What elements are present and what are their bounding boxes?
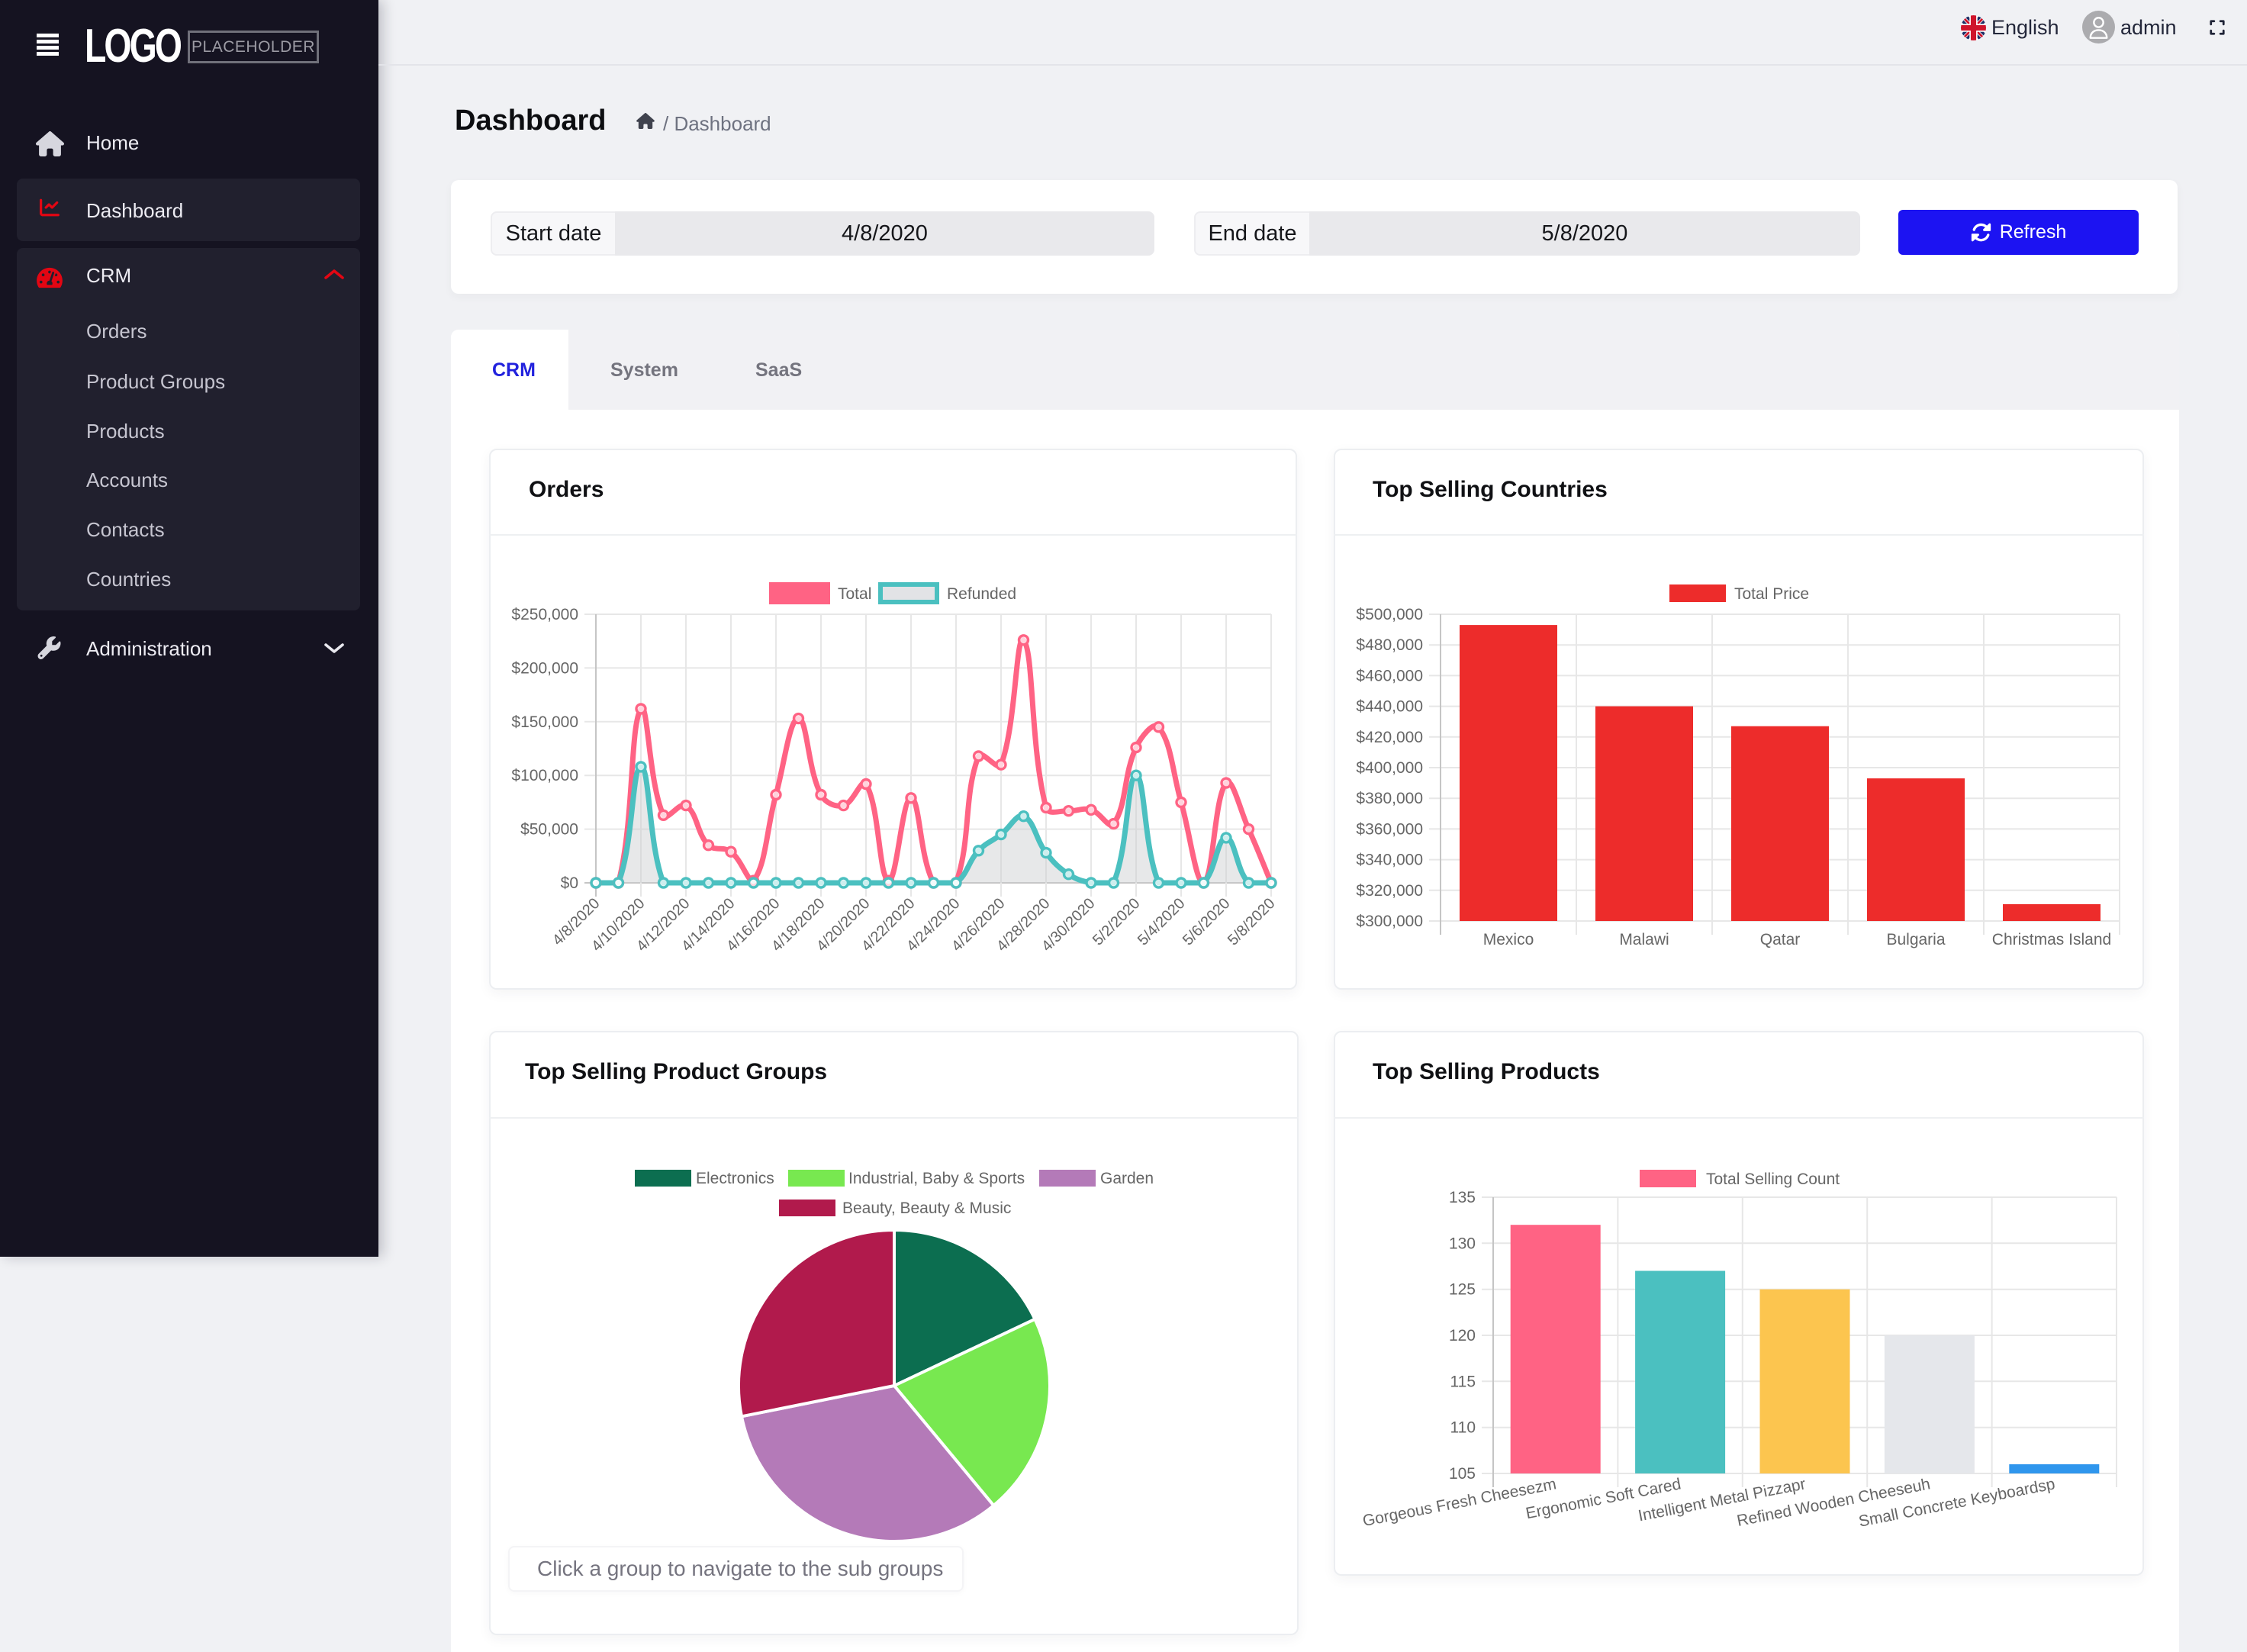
svg-text:$460,000: $460,000 — [1356, 667, 1423, 684]
svg-text:$50,000: $50,000 — [520, 821, 578, 839]
svg-text:Qatar: Qatar — [1760, 931, 1801, 948]
svg-text:115: 115 — [1450, 1373, 1476, 1390]
svg-text:$250,000: $250,000 — [511, 606, 578, 623]
svg-text:$360,000: $360,000 — [1356, 820, 1423, 838]
svg-text:$440,000: $440,000 — [1356, 698, 1423, 716]
svg-text:5/2/2020: 5/2/2020 — [1090, 895, 1144, 949]
svg-text:130: 130 — [1449, 1235, 1476, 1252]
svg-text:Garden: Garden — [1100, 1170, 1154, 1187]
svg-text:Total Selling Count: Total Selling Count — [1706, 1171, 1840, 1188]
svg-text:Industrial, Baby & Sports: Industrial, Baby & Sports — [848, 1170, 1025, 1187]
svg-text:Mexico: Mexico — [1483, 931, 1534, 948]
svg-text:$150,000: $150,000 — [511, 713, 578, 731]
svg-text:$500,000: $500,000 — [1356, 606, 1423, 623]
svg-text:$320,000: $320,000 — [1356, 882, 1423, 900]
svg-text:5/8/2020: 5/8/2020 — [1225, 895, 1279, 949]
svg-text:125: 125 — [1449, 1281, 1476, 1299]
svg-text:$480,000: $480,000 — [1356, 636, 1423, 654]
svg-text:Refunded: Refunded — [947, 585, 1016, 603]
svg-text:$340,000: $340,000 — [1356, 852, 1423, 869]
svg-text:$400,000: $400,000 — [1356, 759, 1423, 777]
svg-text:Electronics: Electronics — [696, 1170, 774, 1187]
svg-text:Christmas Island: Christmas Island — [1992, 931, 2111, 948]
svg-text:135: 135 — [1449, 1189, 1476, 1206]
svg-text:105: 105 — [1449, 1465, 1476, 1483]
svg-text:$200,000: $200,000 — [511, 659, 578, 677]
svg-text:$380,000: $380,000 — [1356, 790, 1423, 807]
svg-text:Total: Total — [838, 585, 871, 603]
svg-text:Bulgaria: Bulgaria — [1886, 931, 1945, 948]
svg-text:5/6/2020: 5/6/2020 — [1180, 895, 1234, 949]
svg-text:110: 110 — [1450, 1419, 1476, 1437]
svg-text:Malawi: Malawi — [1619, 931, 1669, 948]
svg-text:Beauty, Beauty & Music: Beauty, Beauty & Music — [842, 1200, 1011, 1217]
svg-text:$100,000: $100,000 — [511, 767, 578, 784]
svg-text:120: 120 — [1449, 1327, 1476, 1344]
svg-text:5/4/2020: 5/4/2020 — [1135, 895, 1189, 949]
svg-text:$0: $0 — [561, 874, 578, 892]
svg-text:$420,000: $420,000 — [1356, 729, 1423, 746]
svg-text:Total Price: Total Price — [1734, 585, 1809, 603]
svg-text:$300,000: $300,000 — [1356, 913, 1423, 930]
